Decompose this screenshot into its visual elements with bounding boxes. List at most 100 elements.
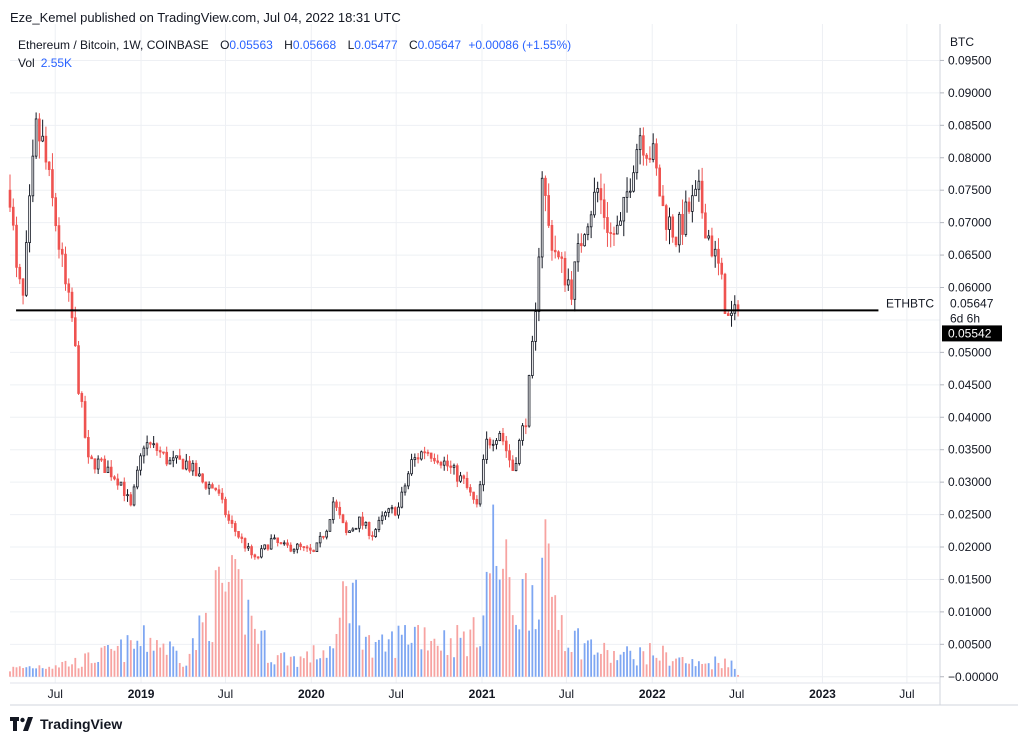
volume-bar [622,651,625,677]
volume-bar [688,663,690,677]
volume-bar [35,668,38,677]
volume-bar [329,646,331,677]
y-tick-label: 0.00500 [948,637,992,651]
volume-bar [221,582,224,677]
candle-body [606,217,609,233]
candle-body [109,466,113,478]
candle-body [289,544,293,552]
volume-bar [172,646,175,677]
candle-body [145,442,149,449]
candle-body [668,216,671,230]
volume-bar [720,668,723,677]
candle-body [358,516,361,529]
candle-body [67,283,71,293]
y-tick-label: 0.02000 [948,540,992,554]
volume-bar [48,666,51,677]
y-tick-label: 0.03500 [948,443,992,457]
candle-body [282,542,286,545]
candle-body [589,214,593,228]
candle-body [73,317,77,347]
volume-bar [149,637,152,677]
candle-body [217,489,221,494]
candle-body [201,473,204,483]
volume-bar [159,647,162,677]
y-tick-label: 0.04000 [948,410,992,424]
candle-body [632,172,635,192]
candle-body [684,201,688,235]
volume-bar [97,662,100,677]
volume-bar [74,657,77,677]
volume-bar [54,665,57,677]
volume-bar [120,639,122,677]
candle-body [694,188,697,197]
volume-bar [224,591,227,677]
candle-body [508,450,511,461]
volume-bar [413,626,416,677]
volume-bar [541,557,544,677]
candle-body [181,458,185,470]
candle-body [70,291,74,319]
volume-bar [583,643,586,677]
candle-body [576,243,580,263]
volume-bar [58,667,60,677]
candle-body [87,437,90,458]
horizontal-line[interactable]: ETHBTC [16,296,934,312]
x-tick-label: Jul [48,687,63,701]
candle-body [296,543,299,550]
volume-bar [518,629,521,677]
volume-bar [208,641,211,677]
volume-bar [704,663,707,677]
volume-bar [397,625,400,677]
volume-bar [649,643,651,677]
volume-bar [240,579,243,677]
volume-bar [590,639,593,677]
candle-body [348,530,351,533]
candle-body [540,177,544,258]
volume-bar [714,656,717,677]
candle-body [162,451,165,454]
candle-body [615,224,619,235]
candle-body [462,475,466,479]
volume-bar [198,615,201,677]
volume-bar [459,637,462,677]
volume-bar [733,668,736,677]
volume-bar [280,653,282,677]
candle-body [403,485,407,493]
candle-body [495,440,498,445]
volume-bar [515,624,517,677]
candle-body [204,481,208,489]
volume-bar [263,630,266,677]
candle-body [185,460,188,470]
volume-bar [244,634,246,677]
candle-body [707,235,710,239]
candle-body [227,514,231,521]
volume-bar [400,634,403,677]
volume-bar [531,585,534,677]
candle-body [54,197,58,227]
volume-bar [616,660,619,677]
volume-bars [9,504,739,677]
volume-bar [609,662,612,677]
legend-close-value: 0.05647 [417,38,462,52]
candle-body [537,256,541,312]
candle-body [377,519,381,530]
candle-body [328,519,332,532]
candle-body [100,458,103,461]
volume-bar [440,650,442,677]
candle-body [534,311,537,342]
tradingview-footer[interactable]: TradingView [10,716,122,732]
candle-body [188,460,191,472]
volume-bar [544,519,547,677]
y-tick-label: 0.08500 [948,118,992,132]
candle-body [132,486,136,506]
volume-bar [606,650,609,677]
volume-bar [165,654,168,677]
y-tick-label: 0.04500 [948,378,992,392]
volume-bar [466,656,468,677]
volume-bar [87,652,90,677]
volume-bar [613,650,615,677]
volume-bar [348,623,351,677]
candle-body [426,451,430,454]
candle-body [642,135,645,156]
